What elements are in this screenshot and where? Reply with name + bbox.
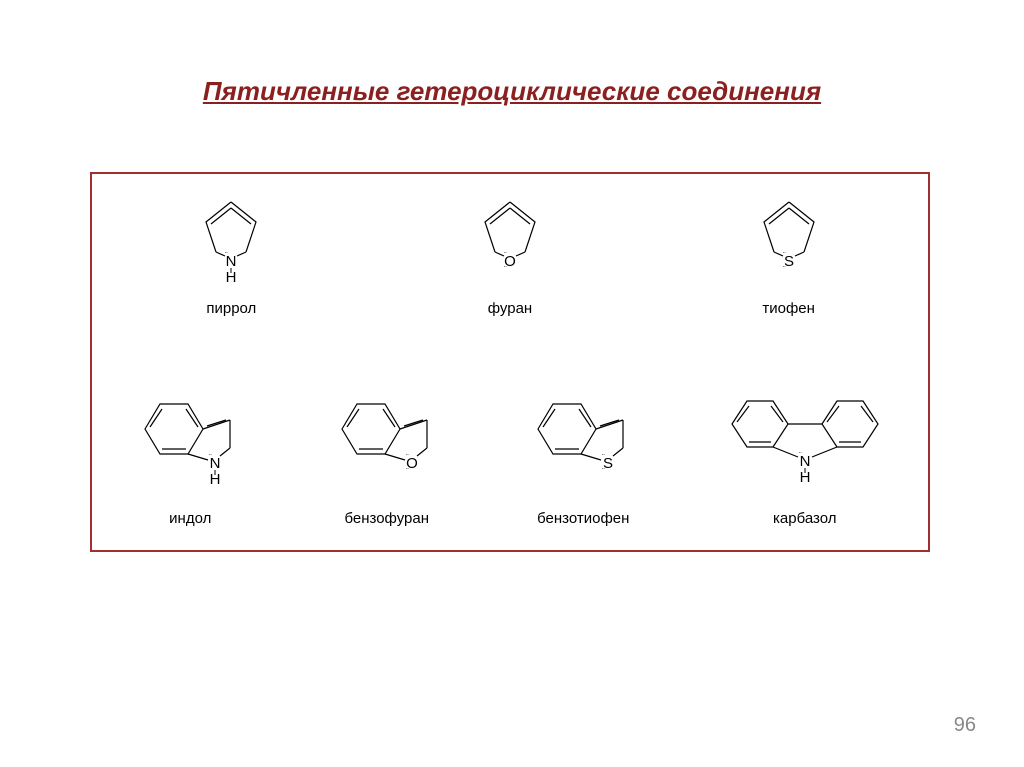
struct-furan: O ¨ ¨: [475, 194, 545, 294]
lone-pair-2: ¨: [406, 467, 409, 476]
lone-pair: ¨: [225, 251, 228, 260]
lone-pair: ¨: [783, 251, 786, 260]
label-carbazole: карбазол: [773, 510, 836, 527]
compounds-box: N ¨ H пиррол O ¨ ¨: [90, 172, 930, 552]
struct-benzofuran: O ¨ ¨: [327, 384, 447, 504]
lone-pair: ¨: [602, 453, 605, 462]
mol-thiophene: S ¨ ¨ тиофен: [754, 194, 824, 317]
mol-furan: O ¨ ¨ фуран: [475, 194, 545, 317]
label-thiophene: тиофен: [762, 300, 815, 317]
page-title: Пятичленные гетероциклические соединения: [203, 76, 821, 107]
lone-pair: ¨: [406, 453, 409, 462]
lone-pair-2: ¨: [602, 467, 605, 476]
struct-pyrrole: N ¨ H: [196, 194, 266, 294]
mol-indole: N ¨ H индол: [130, 384, 250, 527]
mol-pyrrole: N ¨ H пиррол: [196, 194, 266, 317]
mol-carbazole: N ¨ H карбазол: [720, 384, 890, 527]
lone-pair-2: ¨: [783, 265, 786, 274]
label-indole: индол: [169, 510, 211, 527]
struct-indole: N ¨ H: [130, 384, 250, 504]
page-number: 96: [954, 714, 976, 737]
label-furan: фуран: [488, 300, 532, 317]
label-pyrrole: пиррол: [206, 300, 256, 317]
lone-pair: ¨: [504, 251, 507, 260]
label-benzofuran: бензофуран: [344, 510, 429, 527]
mol-benzofuran: O ¨ ¨ бензофуран: [327, 384, 447, 527]
label-benzothiophene: бензотиофен: [537, 510, 629, 527]
lone-pair: ¨: [209, 453, 212, 462]
mol-benzothiophene: S ¨ ¨ бензотиофен: [523, 384, 643, 527]
row-2: N ¨ H индол O: [92, 384, 928, 527]
lone-pair: ¨: [799, 451, 802, 460]
struct-carbazole: N ¨ H: [720, 384, 890, 504]
struct-benzothiophene: S ¨ ¨: [523, 384, 643, 504]
struct-thiophene: S ¨ ¨: [754, 194, 824, 294]
row-1: N ¨ H пиррол O ¨ ¨: [92, 194, 928, 317]
lone-pair-2: ¨: [504, 265, 507, 274]
